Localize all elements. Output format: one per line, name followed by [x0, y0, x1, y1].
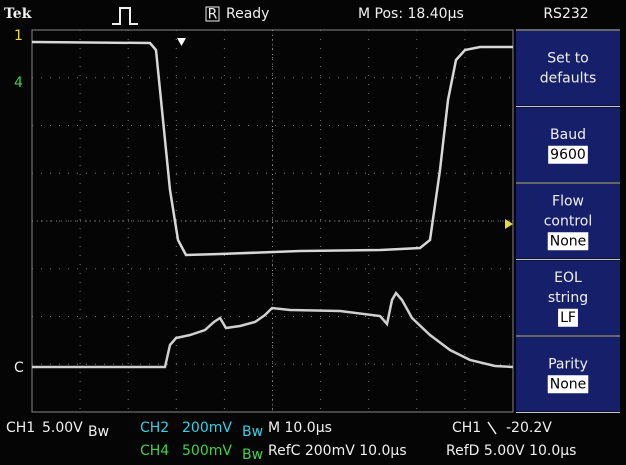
ch4-label: CH4 [140, 443, 169, 459]
timebase: M 10.0µs [268, 420, 332, 436]
position: M Pos: 18.40µs [358, 6, 464, 22]
ch2-label: CH2 [140, 420, 169, 436]
menu-value: None [550, 376, 587, 392]
ch2-bw: Bw [242, 424, 263, 440]
menu-label: Set to [547, 50, 589, 66]
ch1-bw: Bw [88, 424, 109, 440]
oscilloscope-screen: Tek R Ready M Pos: 18.40µs RS232 1 4 C S… [0, 0, 626, 465]
menu-label: Parity [548, 356, 588, 372]
menu-label: control [544, 213, 593, 229]
menu-title: RS232 [543, 6, 588, 22]
side-menu: Set to defaults Baud 9600 Flow control None EOL… [516, 30, 620, 413]
menu-label: Flow [552, 193, 584, 209]
menu-label: Baud [550, 127, 586, 143]
trigger-level-text: -20.2V [506, 420, 552, 436]
menu-value: LF [560, 310, 576, 326]
trigger-source: CH1 [452, 420, 481, 436]
ch4-scale: 500mV [182, 443, 232, 459]
menu-label: EOL [554, 270, 582, 286]
ch4-bw: Bw [242, 447, 263, 463]
menu-label: defaults [540, 70, 597, 86]
status: Ready [226, 6, 269, 22]
refc-marker: C [14, 360, 24, 376]
ch2-scale: 200mV [182, 420, 232, 436]
menu-label: string [548, 290, 588, 306]
ch1-marker: 1 [14, 28, 23, 44]
menu-button [516, 337, 620, 412]
refd-info: RefD 5.00V 10.0µs [446, 443, 576, 459]
ch1-label: CH1 [6, 420, 35, 436]
menu-value: 9600 [550, 147, 586, 163]
status-icon: R [208, 7, 218, 23]
brand: Tek [4, 6, 32, 22]
menu-button [516, 31, 620, 106]
menu-button [516, 108, 620, 183]
menu-value: None [550, 233, 587, 249]
ch1-scale: 5.00V [42, 420, 83, 436]
refc-info: RefC 200mV 10.0µs [268, 443, 407, 459]
ch4-marker: 4 [14, 75, 23, 91]
